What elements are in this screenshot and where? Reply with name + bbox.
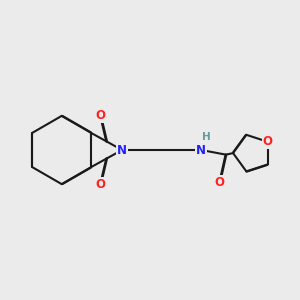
Text: O: O [95, 109, 106, 122]
Text: O: O [263, 135, 273, 148]
Text: N: N [196, 143, 206, 157]
Text: O: O [95, 178, 106, 191]
Text: H: H [202, 132, 211, 142]
Text: N: N [117, 143, 127, 157]
Text: O: O [215, 176, 225, 189]
